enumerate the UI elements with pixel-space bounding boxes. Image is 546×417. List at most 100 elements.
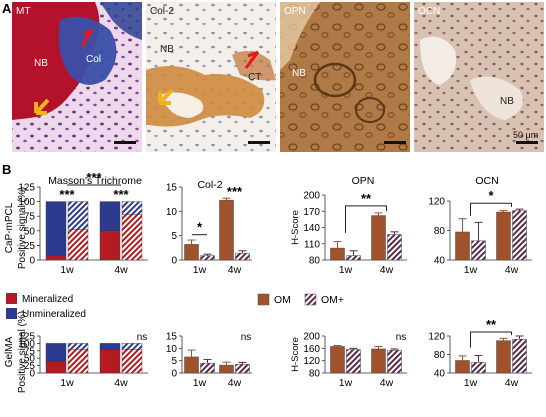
row-label-capmpcl: CaP-mPCL (4, 202, 15, 253)
sig-bracket (470, 202, 512, 216)
bar-om (455, 231, 470, 261)
bar-unmineralized (67, 343, 89, 350)
sig-bracket-label: *** (86, 170, 102, 185)
image-ocn: NB 50 μm OCN (414, 2, 544, 152)
y-tick-label: 120 (428, 197, 445, 208)
image-col2: NB CT Col-2 (146, 2, 276, 152)
panel-b-label: B (2, 162, 11, 177)
row-ylabel-capmpcl: Positive signal (%) (17, 187, 28, 269)
bar-unmineralized (45, 201, 67, 256)
y-tick-label: 170 (303, 207, 320, 218)
image-title-ocn: OCN (418, 6, 440, 17)
bar-om (496, 211, 511, 261)
y-tick-label: 0 (171, 256, 177, 267)
ocn-nb-label: NB (500, 96, 514, 107)
image-mt: NB Col MT (12, 2, 142, 152)
y-tick-label: 10 (166, 207, 178, 218)
x-tick-label: 1w (60, 264, 74, 276)
bar-om-plus (235, 252, 250, 261)
legend-swatch-om (257, 293, 270, 306)
y-tick-label: 80 (434, 226, 446, 237)
x-tick-label: 4w (380, 377, 394, 389)
bar-om-plus (471, 240, 486, 261)
chart-ocn-gelma: 40 80 120 1w 4w ** (428, 317, 532, 389)
bar-om (371, 348, 386, 374)
bar-unmineralized (45, 343, 67, 362)
image-title-mt: MT (16, 6, 30, 17)
panel-a-label: A (2, 1, 12, 16)
col-title-col2: Col-2 (197, 179, 222, 191)
y-tick-label: 40 (434, 256, 446, 267)
y-tick-label: 75 (24, 346, 36, 357)
x-tick-label: 4w (505, 377, 519, 389)
x-tick-label: 1w (60, 377, 74, 389)
y-tick-label: 200 (303, 332, 320, 343)
y-tick-label: 5 (171, 356, 177, 367)
bar-om-plus (512, 210, 527, 261)
chart-mt-capmpcl: 0 25 50 75 100 125 1w 4w *** *** *** (18, 170, 148, 276)
x-tick-label: 4w (505, 264, 519, 276)
y-tick-label: 140 (303, 223, 320, 234)
y-tick-label: 25 (24, 241, 36, 252)
legend-groups: OM OM+ (257, 293, 344, 306)
bar-om (219, 364, 234, 374)
bar-om-plus (346, 349, 361, 374)
x-tick-label: 4w (114, 264, 128, 276)
sig-bracket (345, 205, 387, 233)
bar-unmineralized (121, 201, 143, 215)
sig-bracket-label: ** (361, 191, 372, 206)
y-tick-label: 120 (428, 332, 445, 343)
legend-om-plus: OM+ (321, 294, 344, 306)
col-title-ocn: OCN (475, 175, 498, 187)
mt-nb-label: NB (34, 58, 48, 69)
bar-om (184, 356, 199, 374)
col2-yellow-arrow (158, 88, 174, 105)
bar-om-plus (387, 234, 402, 261)
col2-ct-label: CT (248, 72, 261, 83)
bar-mineralized (121, 349, 143, 374)
sig-1w: * (197, 220, 203, 235)
legend-om: OM (274, 294, 291, 306)
col-title-mt: Masson's Trichrome (48, 175, 142, 187)
x-tick-label: 4w (380, 264, 394, 276)
x-tick-label: 1w (193, 377, 207, 389)
bar-mineralized (67, 349, 89, 374)
y-tick-label: 80 (309, 369, 321, 380)
x-tick-label: 4w (114, 377, 128, 389)
y-tick-label: 80 (434, 350, 446, 361)
bar-om-plus (235, 364, 250, 374)
mt-col-label: Col (86, 54, 101, 65)
y-tick-label: 125 (18, 332, 35, 343)
y-tick-label: 5 (171, 231, 177, 242)
x-tick-label: 4w (228, 264, 242, 276)
x-tick-label: 1w (339, 377, 353, 389)
legend-swatch-om-plus (304, 293, 317, 306)
bar-unmineralized (121, 343, 143, 350)
y-axis-label: H-Score (290, 337, 301, 372)
x-tick-label: 1w (339, 264, 353, 276)
bar-om-plus (346, 255, 361, 261)
y-tick-label: 40 (434, 369, 446, 380)
bar-om (496, 340, 511, 374)
mt-red-arrow (80, 28, 94, 47)
col2-red-arrow (244, 50, 260, 69)
bar-om (455, 360, 470, 374)
y-tick-label: 120 (303, 356, 320, 367)
y-tick-label: 0 (29, 256, 35, 267)
sig-1w: *** (59, 187, 75, 202)
sig-ns: ns (396, 332, 407, 343)
sig-bracket-label: ** (486, 317, 497, 332)
x-tick-label: 1w (464, 377, 478, 389)
scale-bar-label: 50 μm (513, 130, 538, 140)
bar-om (371, 215, 386, 261)
bar-unmineralized (99, 201, 121, 232)
legend-unmineralized: Unmineralized (22, 309, 86, 320)
y-tick-label: 25 (24, 361, 36, 372)
y-tick-label: 10 (166, 344, 178, 355)
image-title-col2: Col-2 (150, 6, 174, 17)
bar-unmineralized (67, 201, 89, 230)
